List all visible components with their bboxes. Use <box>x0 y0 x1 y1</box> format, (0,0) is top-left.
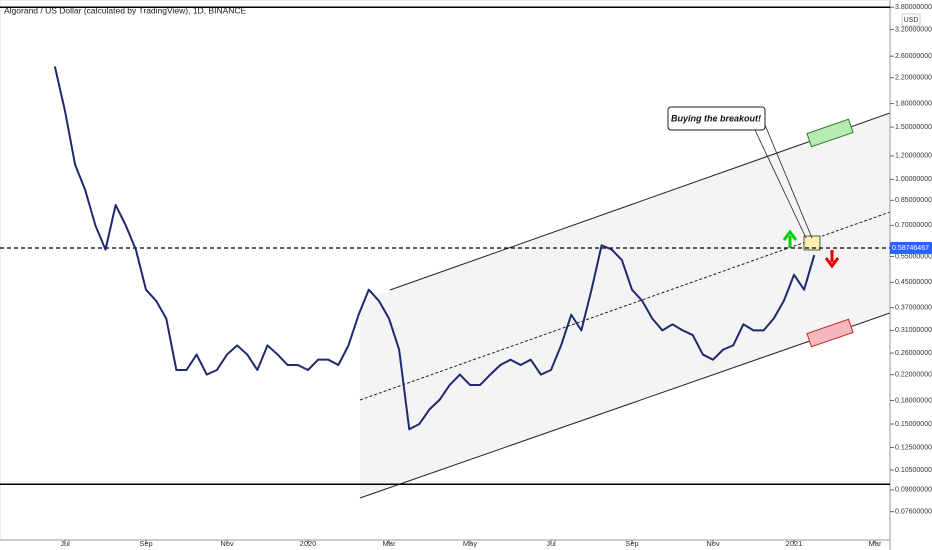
x-tick-label: May <box>463 539 477 548</box>
y-tick-label: 0.12500000 <box>895 444 932 451</box>
chart-title: Algorand / US Dollar (calculated by Trad… <box>4 5 247 15</box>
price-line <box>53 66 816 431</box>
y-tick-label: 1.20000000 <box>895 153 932 160</box>
y-tick-label: 3.80000000 <box>895 4 932 11</box>
channel-mid <box>359 211 891 401</box>
y-tick-label: 0.45000000 <box>895 279 932 286</box>
y-tick-label: 0.09000000 <box>895 487 932 494</box>
x-tick-label: Nov <box>706 539 720 548</box>
y-tick-label: 2.60000000 <box>895 53 932 60</box>
breakout-box <box>803 235 821 251</box>
current-price-tag <box>890 241 932 254</box>
y-tick-label: 0.18000000 <box>895 397 932 404</box>
y-tick-label: 2.20000000 <box>895 75 932 82</box>
y-tick-label: 0.07600000 <box>895 508 932 515</box>
y-tick-label: 1.00000000 <box>895 176 932 183</box>
callout-line <box>764 124 813 239</box>
y-tick-label: 1.50000000 <box>895 124 932 131</box>
y-tick-label: 0.26000000 <box>895 350 932 357</box>
y-tick-label: 0.55000000 <box>895 253 932 260</box>
red-box <box>806 318 854 348</box>
x-tick-label: Jul <box>546 539 556 548</box>
x-tick-label: Nov <box>220 539 234 548</box>
currency: USD <box>904 17 919 24</box>
down-arrow <box>824 250 840 269</box>
x-tick-label: Sep <box>139 539 152 548</box>
channel-upper <box>389 112 891 291</box>
green-box <box>806 118 854 148</box>
y-tick-label: 0.22000000 <box>895 371 932 378</box>
y-tick-label: 0.85000000 <box>895 197 932 204</box>
y-tick-label: 0.31000000 <box>895 327 932 334</box>
y-tick-label: 0.70000000 <box>895 222 932 229</box>
y-tick-label: 0.10500000 <box>895 467 932 474</box>
current-price-label: 0.58746467 <box>892 245 929 252</box>
x-tick-label: Mar <box>383 539 396 548</box>
x-tick-label: Jul <box>60 539 70 548</box>
y-tick-label: 3.20000000 <box>895 26 932 33</box>
y-tick-label: 1.80000000 <box>895 100 932 107</box>
callout-line <box>754 129 807 239</box>
x-tick-label: 2021 <box>786 539 803 548</box>
y-tick-label: 0.37000000 <box>895 304 932 311</box>
up-arrow <box>782 229 798 248</box>
x-tick-label: Sep <box>625 539 638 548</box>
y-tick-label: 0.15000000 <box>895 421 932 428</box>
callout-box <box>667 106 766 131</box>
annotation: Buying the breakout! <box>671 113 761 123</box>
channel-lower <box>359 312 891 499</box>
x-tick-label: Mar <box>869 539 882 548</box>
currency-box <box>901 13 921 27</box>
x-tick-label: 2020 <box>300 539 317 548</box>
